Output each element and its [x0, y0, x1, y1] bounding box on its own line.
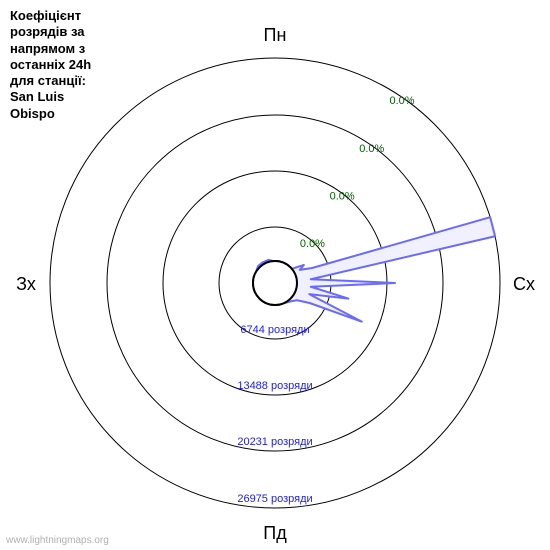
- svg-text:6744 розряди: 6744 розряди: [240, 324, 309, 336]
- svg-text:Зх: Зх: [16, 274, 36, 294]
- svg-text:0.0%: 0.0%: [330, 191, 355, 203]
- svg-text:0.0%: 0.0%: [359, 143, 384, 155]
- svg-text:Пн: Пн: [264, 25, 287, 45]
- svg-text:20231 розряди: 20231 розряди: [237, 436, 312, 448]
- svg-text:Сх: Сх: [513, 274, 535, 294]
- svg-text:26975 розряди: 26975 розряди: [237, 493, 312, 505]
- svg-text:0.0%: 0.0%: [389, 95, 414, 107]
- svg-text:Пд: Пд: [263, 523, 287, 543]
- svg-text:0.0%: 0.0%: [300, 238, 325, 250]
- chart-title: Коефіцієнтрозрядів занапрямом зостанніх …: [10, 8, 91, 122]
- footer-credit: www.lightningmaps.org: [6, 535, 109, 546]
- svg-text:13488 розряди: 13488 розряди: [237, 380, 312, 392]
